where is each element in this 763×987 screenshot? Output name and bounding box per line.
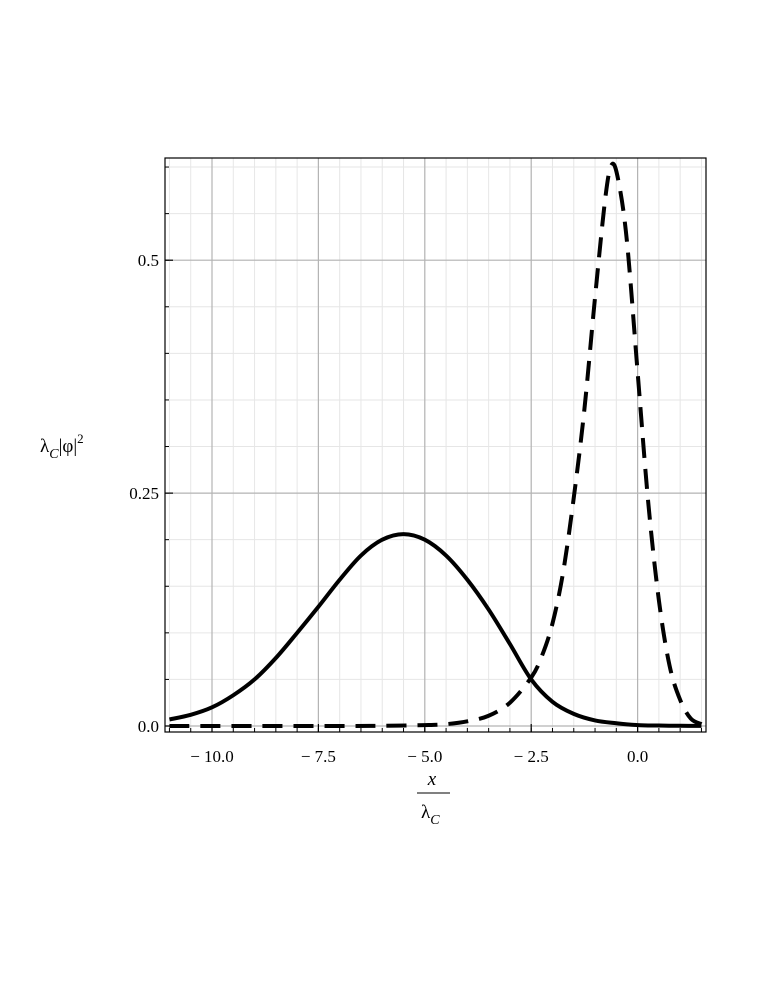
tick-labels: − 10.0 − 7.5 − 5.0 − 2.5 0.0 0.0 0.25 0.5 <box>129 251 648 766</box>
x-tick-label: − 7.5 <box>301 747 336 766</box>
y-axis-label-prefix: λ <box>40 436 50 457</box>
x-axis-label-denominator-sub: C <box>430 813 440 828</box>
y-tick-label: 0.25 <box>129 484 159 503</box>
x-axis-label-denominator: λC <box>421 802 440 828</box>
x-tick-label: − 10.0 <box>190 747 234 766</box>
y-axis-label: λC|φ|2 <box>40 431 84 462</box>
y-tick-label: 0.5 <box>138 251 159 270</box>
series-layer <box>169 161 703 729</box>
y-axis-label-body: |φ| <box>59 436 78 457</box>
y-tick-label: 0.0 <box>138 717 159 736</box>
y-axis-label-power: 2 <box>77 431 84 446</box>
x-tick-label: − 2.5 <box>514 747 549 766</box>
dashed-series-line <box>169 161 703 729</box>
y-axis-label-prefix-sub: C <box>49 447 59 462</box>
x-tick-label: 0.0 <box>627 747 648 766</box>
plot-frame <box>164 157 707 733</box>
solid-series-line <box>169 532 702 728</box>
x-axis-label-denominator-main: λ <box>421 802 431 823</box>
x-tick-label: − 5.0 <box>407 747 442 766</box>
ticks-layer <box>165 166 702 732</box>
x-axis-label-numerator: x <box>427 769 437 790</box>
